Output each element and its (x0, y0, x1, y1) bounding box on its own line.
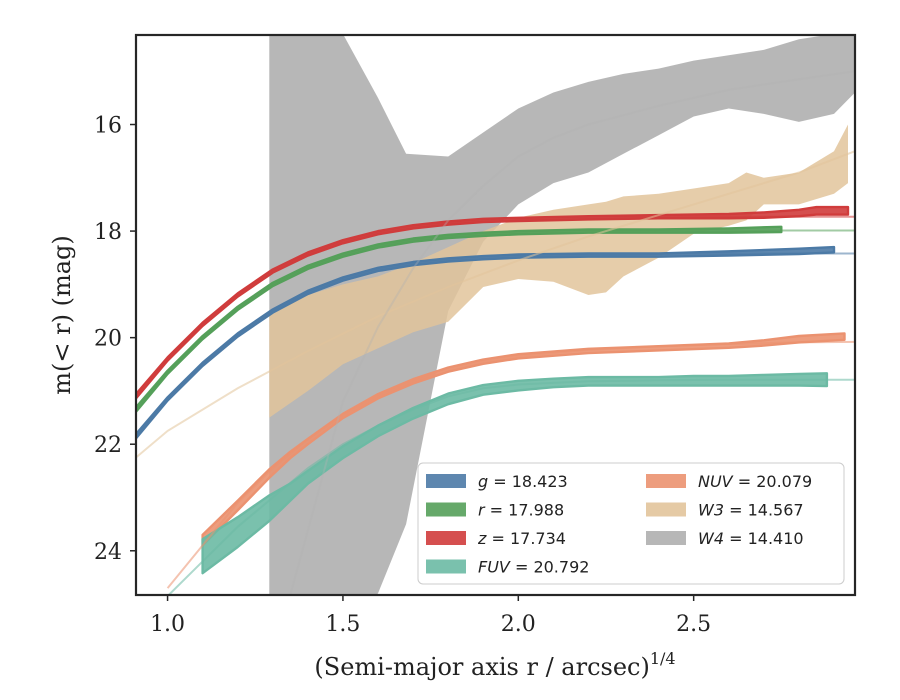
legend-label-w4: W4 = 14.410 (698, 529, 804, 548)
x-tick-label: 2.0 (501, 612, 536, 637)
axis-ticks: 1.0 1.5 2.0 2.5 16 18 20 22 24 (94, 114, 711, 637)
legend-box (417, 462, 845, 585)
model-curve-w4 (289, 70, 855, 595)
band-z (136, 205, 850, 400)
legend-label-g: g = 18.423 (478, 472, 568, 491)
model-curve-g (136, 252, 855, 437)
legend-label-w3: W3 = 14.567 (698, 501, 804, 520)
x-tick-label: 1.0 (150, 612, 185, 637)
legend-swatch-w4 (646, 531, 686, 545)
band-w3 (269, 124, 848, 418)
y-tick-label: 18 (94, 220, 122, 245)
x-tick-label: 1.5 (325, 612, 360, 637)
y-tick-label: 16 (94, 114, 122, 139)
plot-frame (134, 33, 857, 597)
legend-swatch-nuv (646, 474, 686, 488)
model-curves (136, 70, 855, 595)
band-w4 (269, 35, 855, 595)
legend-swatch-z (426, 531, 466, 545)
y-tick-label: 24 (94, 540, 122, 565)
legend-label-fuv: FUV = 20.792 (478, 558, 589, 577)
model-curve-nuv (166, 340, 855, 589)
model-curve-fuv (167, 378, 855, 595)
legend-label-r: r = 17.988 (478, 501, 564, 520)
band-g (136, 245, 836, 440)
model-curve-w3 (136, 150, 855, 459)
y-tick-label: 22 (94, 433, 122, 458)
band-nuv (201, 332, 846, 547)
model-curve-r (136, 229, 855, 411)
legend: g = 18.423 r = 17.988 z = 17.734 FUV = 20.7… (417, 462, 845, 585)
x-axis-label: (Semi-major axis r / arcsec)1/4 (314, 649, 675, 681)
model-curve-z (136, 215, 855, 397)
legend-label-nuv: NUV = 20.079 (698, 472, 812, 491)
legend-swatch-fuv (426, 559, 466, 574)
legend-swatch-r (426, 502, 466, 517)
legend-swatch-w3 (646, 502, 686, 517)
y-axis-label: m(< r) (mag) (48, 235, 76, 394)
y-tick-label: 20 (94, 327, 122, 352)
legend-swatch-g (426, 474, 466, 488)
legend-label-z: z = 17.734 (477, 529, 566, 548)
x-tick-label: 2.5 (676, 612, 711, 637)
